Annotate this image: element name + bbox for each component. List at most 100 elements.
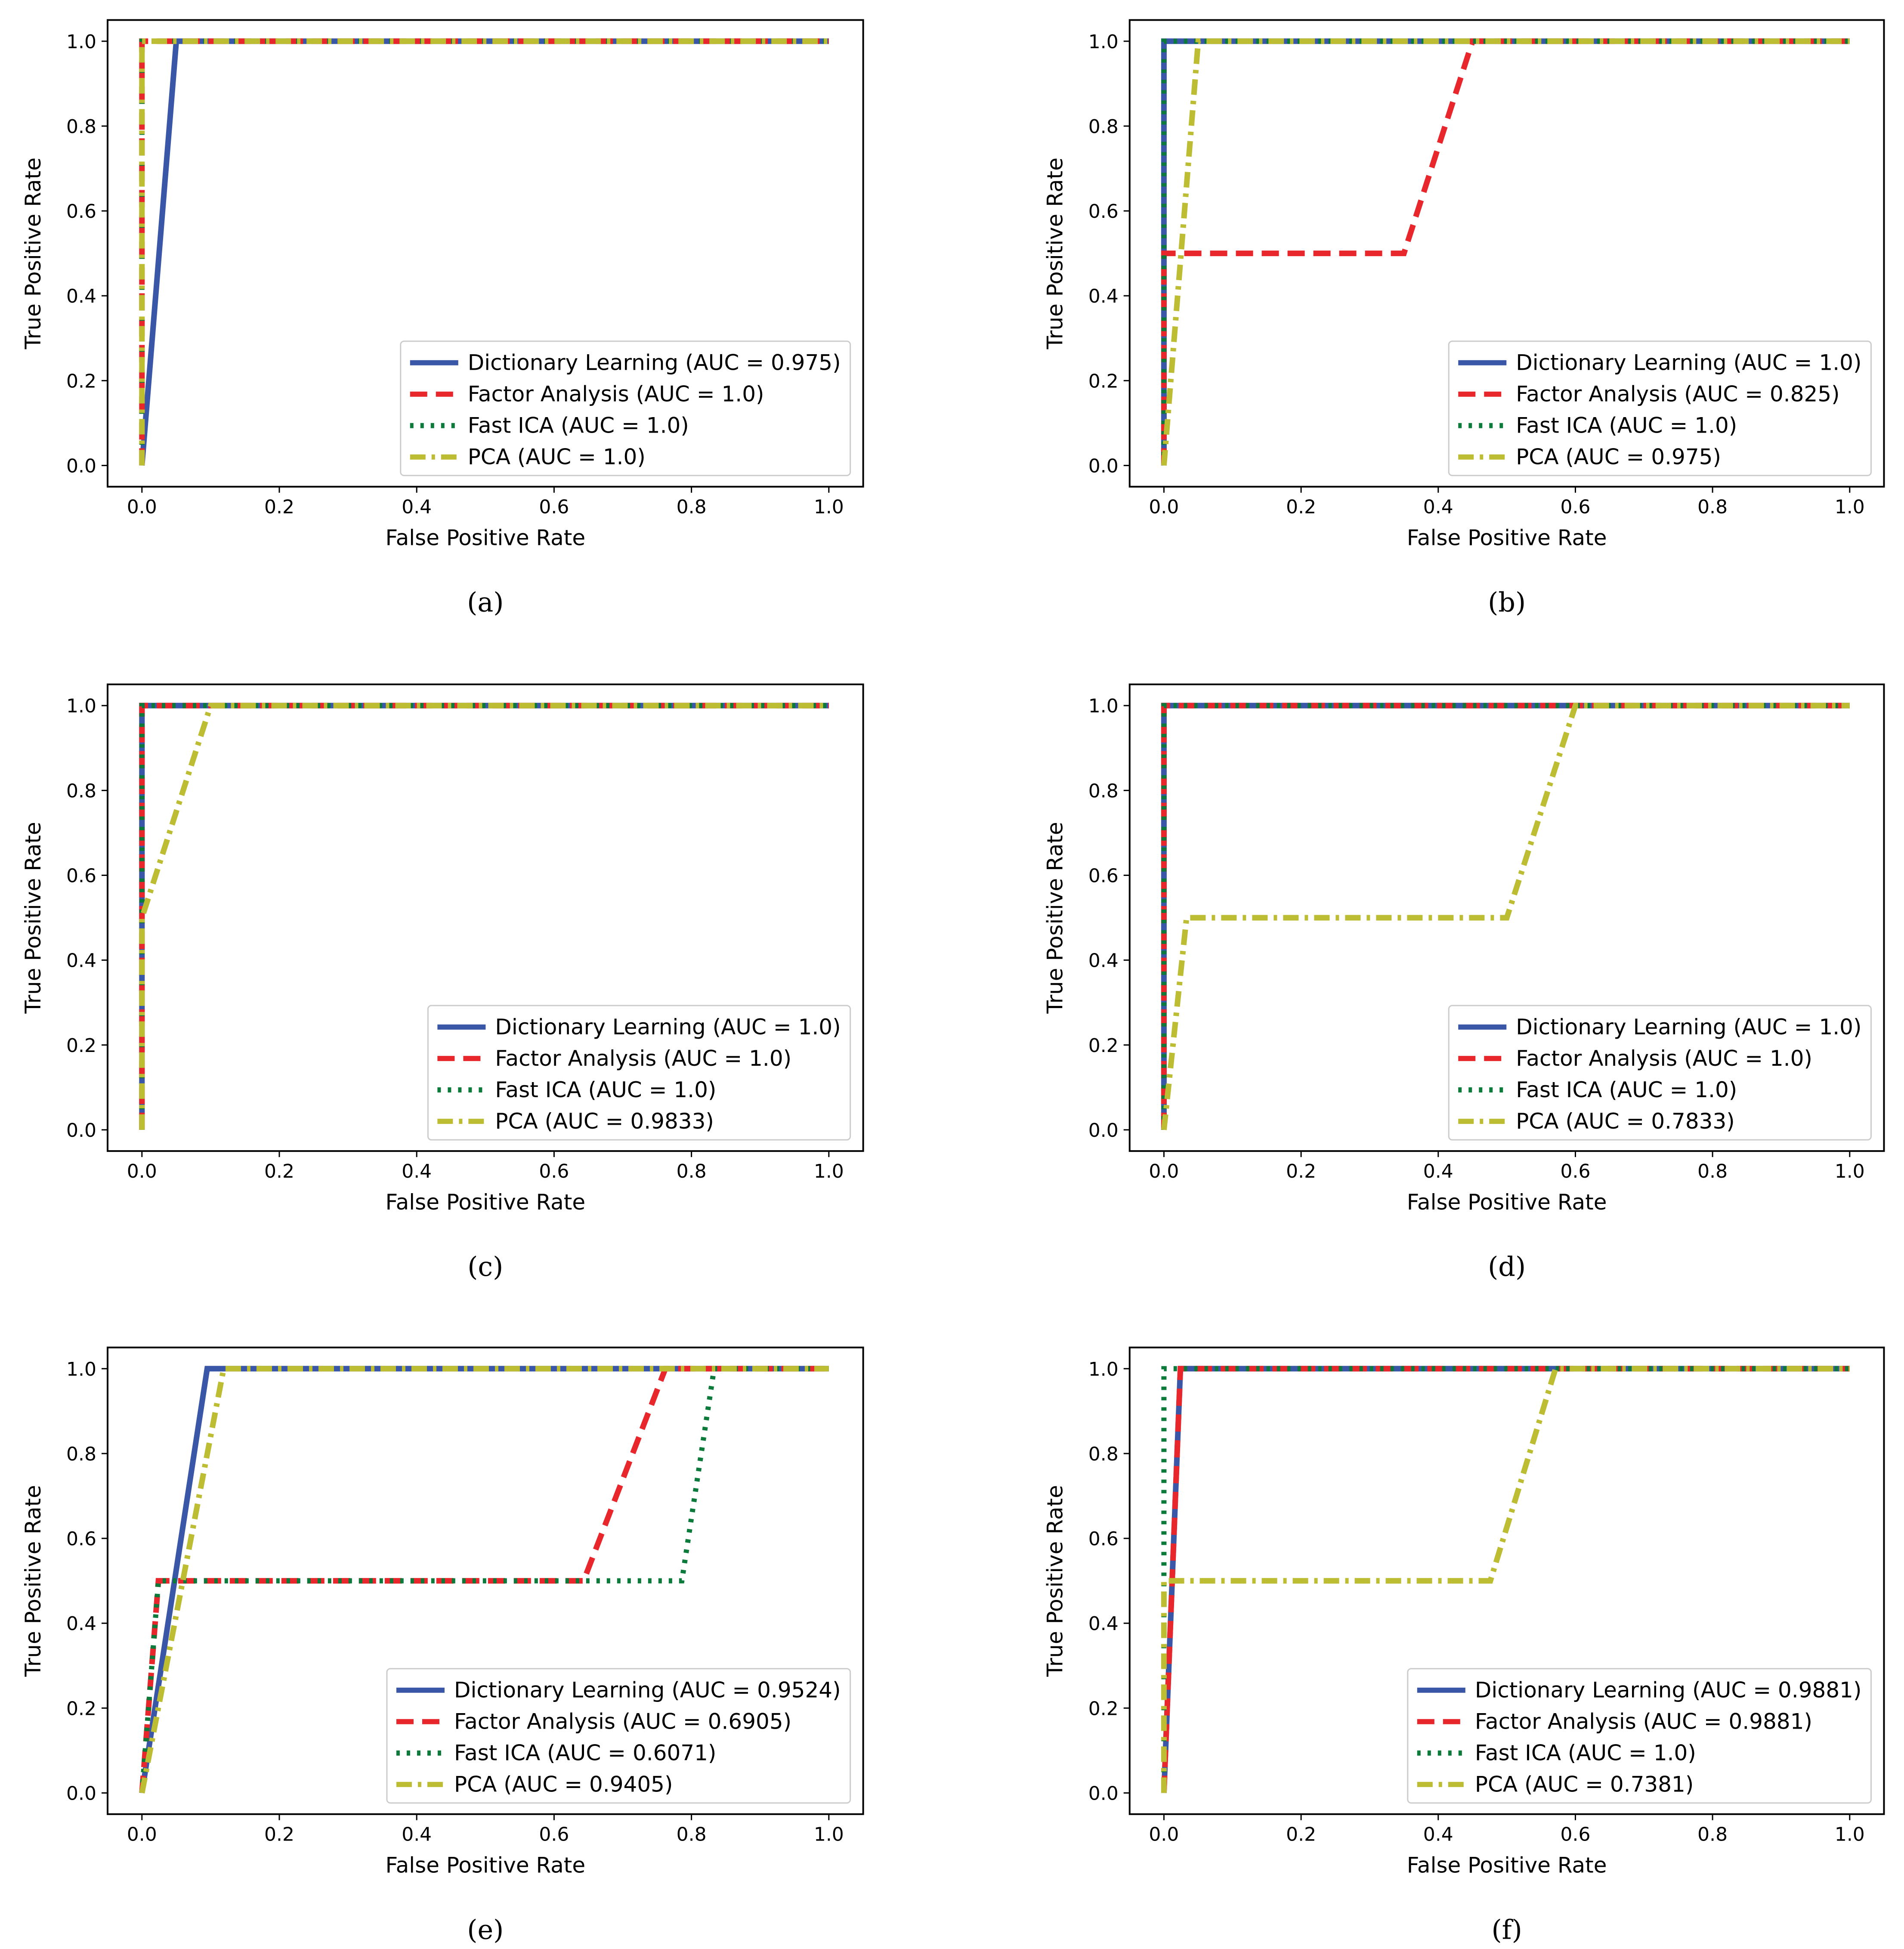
x-tick-label: 1.0 — [814, 1160, 844, 1182]
x-axis-title: False Positive Rate — [385, 1853, 585, 1878]
series-line-fast-ica — [139, 1366, 829, 1793]
x-tick-label: 1.0 — [1835, 1160, 1865, 1182]
legend-box — [1448, 1005, 1872, 1141]
x-tick-label: 0.8 — [1697, 1824, 1728, 1846]
x-tick-label: 0.0 — [127, 496, 157, 518]
y-axis-title: True Positive Rate — [1043, 158, 1068, 350]
y-tick-label: 0.6 — [66, 1528, 96, 1550]
series-line-pca — [139, 702, 829, 1130]
y-tick-label: 0.0 — [1088, 1782, 1119, 1804]
x-tick-label: 0.0 — [1149, 1160, 1179, 1182]
x-tick-label: 0.8 — [1697, 496, 1728, 518]
legend-label: PCA (AUC = 1.0) — [468, 445, 646, 470]
legend-label: Fast ICA (AUC = 1.0) — [468, 413, 689, 438]
y-tick-label: 0.4 — [1088, 1613, 1119, 1635]
x-tick-label: 0.2 — [1286, 1160, 1316, 1182]
x-tick-label: 0.4 — [1423, 1824, 1453, 1846]
series-line-pca — [1161, 38, 1850, 466]
legend-label: PCA (AUC = 0.7381) — [1475, 1772, 1694, 1797]
x-tick-label: 0.8 — [677, 1824, 707, 1846]
panel-caption: (f) — [1491, 1914, 1522, 1946]
y-tick-label: 0.8 — [1088, 780, 1119, 802]
y-axis-title: True Positive Rate — [21, 822, 46, 1014]
roc-panel-e: 0.0 0.2 0.4 0.6 0.8 1.0 0.0 0.2 0.4 0.6 0.8 1.0 Fals… — [21, 1346, 864, 1946]
y-axis-title: True Positive Rate — [21, 158, 46, 350]
x-tick-label: 1.0 — [814, 496, 844, 518]
x-tick-label: 1.0 — [1835, 1824, 1865, 1846]
x-tick-label: 0.2 — [264, 1824, 294, 1846]
legend-box — [1448, 340, 1872, 476]
panel-caption: (d) — [1488, 1251, 1526, 1282]
panel-caption: (c) — [467, 1251, 503, 1282]
roc-panel-b: 0.0 0.2 0.4 0.6 0.8 1.0 0.0 0.2 0.4 0.6 0.8 1.0 Fals… — [1043, 19, 1885, 618]
x-tick-label: 0.6 — [539, 1824, 569, 1846]
x-axis-title: False Positive Rate — [1407, 1190, 1607, 1215]
series-lines — [1161, 38, 1850, 466]
legend-label: Factor Analysis (AUC = 1.0) — [468, 382, 764, 407]
roc-panel-d: 0.0 0.2 0.4 0.6 0.8 1.0 0.0 0.2 0.4 0.6 0.8 1.0 Fals… — [1043, 683, 1885, 1282]
legend-box — [427, 1005, 851, 1141]
roc-panel-c: 0.0 0.2 0.4 0.6 0.8 1.0 0.0 0.2 0.4 0.6 0.8 1.0 Fals… — [21, 683, 864, 1282]
series-line-factor-analysis — [139, 1366, 829, 1793]
x-axis-title: False Positive Rate — [385, 526, 585, 551]
x-tick-label: 0.6 — [1560, 1824, 1590, 1846]
series-line-fast-ica — [1161, 1366, 1850, 1793]
series-line-pca — [1161, 702, 1850, 1130]
y-tick-label: 1.0 — [66, 1358, 96, 1380]
legend-label: Fast ICA (AUC = 1.0) — [1516, 413, 1737, 438]
x-tick-label: 0.6 — [1560, 496, 1590, 518]
series-lines — [139, 38, 829, 466]
y-tick-label: 0.0 — [66, 455, 96, 477]
series-lines — [1161, 1366, 1850, 1793]
y-tick-label: 0.2 — [66, 1035, 96, 1057]
series-lines — [1161, 702, 1850, 1130]
x-tick-label: 0.8 — [677, 496, 707, 518]
panel-caption: (a) — [467, 587, 504, 618]
x-tick-label: 0.0 — [1149, 496, 1179, 518]
legend-label: PCA (AUC = 0.9833) — [495, 1109, 714, 1134]
legend: Dictionary Learning (AUC = 0.975) Factor … — [400, 340, 851, 476]
series-line-pca — [1161, 1366, 1850, 1793]
panel-caption: (e) — [467, 1914, 504, 1946]
series-line-pca — [139, 38, 829, 466]
plot-frame — [106, 1346, 864, 1815]
plot-frame — [106, 683, 864, 1152]
legend-label: Factor Analysis (AUC = 0.6905) — [454, 1709, 791, 1734]
legend-label: Factor Analysis (AUC = 0.825) — [1516, 382, 1839, 407]
y-axis-title: True Positive Rate — [1043, 1485, 1068, 1677]
x-tick-label: 0.4 — [1423, 1160, 1453, 1182]
legend-box — [1407, 1668, 1872, 1804]
y-tick-label: 0.6 — [1088, 865, 1119, 887]
y-tick-label: 0.2 — [66, 370, 96, 392]
y-tick-label: 1.0 — [1088, 1358, 1119, 1380]
legend: Dictionary Learning (AUC = 0.9881) Factor… — [1407, 1668, 1872, 1804]
x-tick-label: 0.0 — [1149, 1824, 1179, 1846]
y-tick-label: 1.0 — [66, 695, 96, 717]
y-tick-label: 0.4 — [66, 285, 96, 307]
legend-label: PCA (AUC = 0.7833) — [1516, 1109, 1735, 1134]
series-line-fast-ica — [139, 703, 829, 1130]
y-tick-label: 0.4 — [1088, 950, 1119, 972]
panel-caption: (b) — [1488, 587, 1526, 618]
x-tick-label: 0.2 — [264, 1160, 294, 1182]
legend-label: Fast ICA (AUC = 0.6071) — [454, 1741, 716, 1766]
legend-label: Dictionary Learning (AUC = 0.9524) — [454, 1678, 841, 1703]
legend-label: Factor Analysis (AUC = 1.0) — [495, 1046, 791, 1071]
x-tick-label: 0.4 — [1423, 496, 1453, 518]
y-tick-label: 0.8 — [66, 780, 96, 802]
y-tick-label: 0.6 — [1088, 201, 1119, 223]
legend-label: Dictionary Learning (AUC = 1.0) — [1516, 350, 1861, 375]
legend: Dictionary Learning (AUC = 1.0) Factor An… — [427, 1005, 851, 1141]
legend-label: PCA (AUC = 0.975) — [1516, 445, 1721, 470]
y-tick-label: 0.0 — [1088, 1120, 1119, 1142]
roc-panel-a: 0.0 0.2 0.4 0.6 0.8 1.0 0.0 0.2 0.4 0.6 0.8 1.0 Fals… — [21, 19, 864, 618]
x-tick-label: 0.6 — [1560, 1160, 1590, 1182]
y-tick-label: 0.8 — [1088, 1443, 1119, 1465]
legend-label: Fast ICA (AUC = 1.0) — [1475, 1741, 1696, 1766]
legend-label: Dictionary Learning (AUC = 0.975) — [468, 350, 841, 375]
x-tick-label: 0.4 — [402, 1824, 432, 1846]
x-tick-label: 0.4 — [402, 1160, 432, 1182]
x-tick-label: 0.4 — [402, 496, 432, 518]
y-tick-label: 0.8 — [66, 116, 96, 138]
